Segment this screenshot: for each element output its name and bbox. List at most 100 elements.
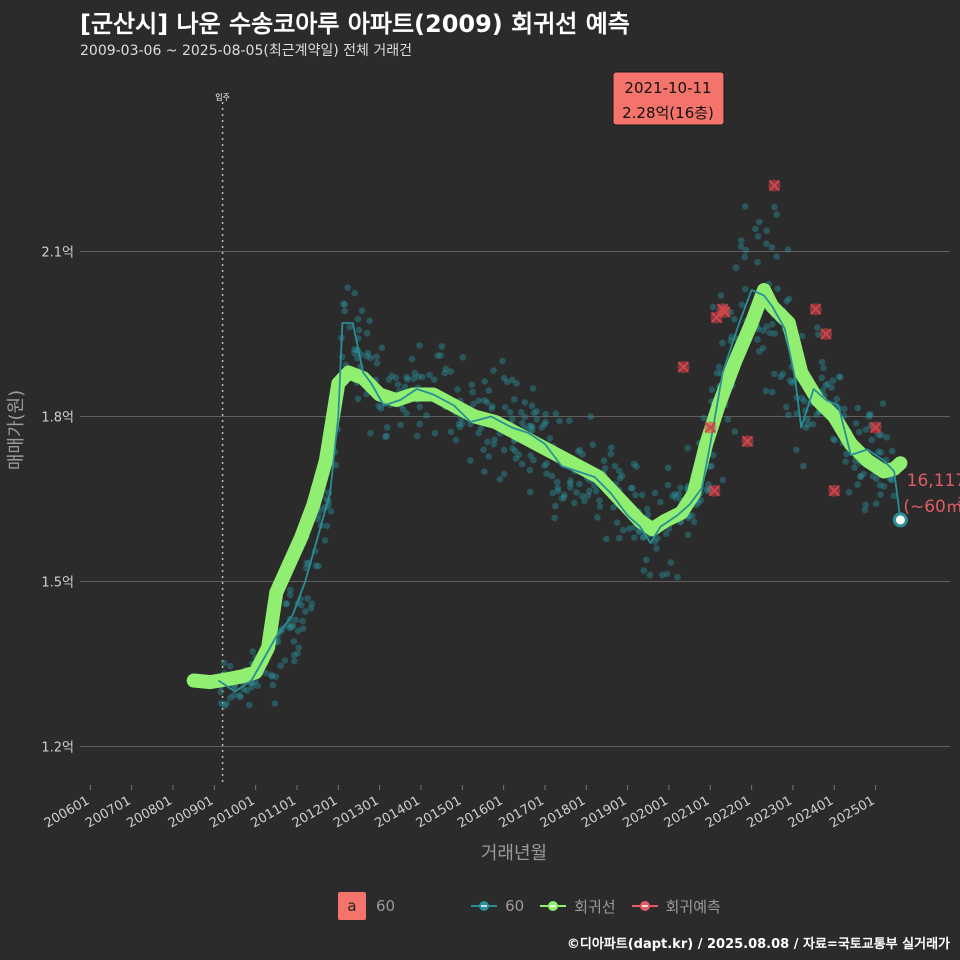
transaction-point <box>403 410 410 417</box>
transaction-point <box>708 386 716 393</box>
transaction-point <box>785 411 792 419</box>
transaction-point <box>571 499 578 507</box>
transaction-point <box>700 414 708 422</box>
legend-series-60-label: 60 <box>505 897 525 915</box>
transaction-point <box>763 240 770 248</box>
transaction-point <box>303 559 310 567</box>
transaction-point <box>888 447 896 455</box>
latest-value-label: 16,117 <box>907 471 960 491</box>
transaction-point <box>226 662 234 670</box>
transaction-point <box>754 258 761 266</box>
transaction-point <box>415 373 422 380</box>
transaction-point <box>509 376 516 384</box>
y-tick-label: 1.8억 <box>41 411 74 426</box>
transaction-point <box>434 352 442 359</box>
transaction-point <box>528 423 536 431</box>
transaction-point <box>786 377 794 385</box>
transaction-point <box>616 474 624 482</box>
transaction-point <box>608 444 615 452</box>
transaction-point <box>364 349 372 357</box>
transaction-point <box>431 430 439 437</box>
transaction-point <box>798 332 806 340</box>
transaction-point <box>657 498 664 506</box>
transaction-point <box>829 435 837 443</box>
prediction-point <box>718 306 731 318</box>
transaction-point <box>298 601 305 609</box>
transaction-point <box>561 491 568 499</box>
transaction-point <box>394 381 402 388</box>
transaction-point <box>784 246 792 253</box>
transaction-point <box>837 373 844 381</box>
x-tick-label: 200801 <box>125 793 175 831</box>
transaction-point <box>644 511 652 519</box>
transaction-point <box>768 244 776 251</box>
prediction-point <box>677 361 690 373</box>
transaction-point <box>485 453 493 460</box>
x-axis-title: 거래년월 <box>481 843 547 864</box>
transaction-point <box>773 211 780 218</box>
transaction-point <box>354 395 362 403</box>
transaction-point <box>500 446 508 454</box>
prediction-point <box>869 421 882 434</box>
transaction-point <box>793 446 800 454</box>
transaction-point <box>813 411 820 418</box>
transaction-point <box>857 472 864 480</box>
transaction-point <box>741 203 749 210</box>
transaction-point <box>246 701 253 709</box>
y-axis-title: 매매가(원) <box>6 390 27 470</box>
transaction-point <box>500 374 508 382</box>
prediction-point <box>708 484 721 497</box>
latest-point-marker <box>892 512 908 528</box>
transaction-point <box>527 452 534 459</box>
transaction-point <box>779 370 787 378</box>
x-tick-label: 200601 <box>42 793 92 831</box>
transaction-point <box>777 373 784 381</box>
transaction-point <box>774 285 781 293</box>
transaction-point <box>363 352 371 360</box>
transaction-point <box>292 616 300 624</box>
transaction-point <box>355 326 363 334</box>
transaction-point <box>738 237 745 244</box>
transaction-point <box>738 301 746 309</box>
transaction-point <box>346 323 354 331</box>
transaction-point <box>403 373 411 381</box>
transaction-point <box>287 586 294 594</box>
transaction-point <box>626 525 633 532</box>
x-tick-label: 202001 <box>620 793 670 831</box>
transaction-point <box>763 323 770 330</box>
transaction-point <box>576 446 584 454</box>
transaction-point <box>249 648 256 655</box>
transaction-point <box>327 508 335 515</box>
transaction-point <box>824 380 832 388</box>
transaction-point <box>719 339 726 347</box>
transaction-point <box>576 480 583 488</box>
transaction-point <box>288 623 295 630</box>
transaction-point <box>888 476 896 484</box>
transaction-point <box>437 352 445 359</box>
transaction-point <box>408 355 416 363</box>
x-tick-label: 201601 <box>455 793 505 831</box>
transaction-point <box>553 478 561 486</box>
transaction-point <box>554 484 562 492</box>
transaction-point <box>484 438 491 446</box>
prediction-point <box>704 421 717 434</box>
transaction-point <box>567 484 574 491</box>
prediction-cross <box>828 485 840 497</box>
transaction-point <box>341 307 349 315</box>
transaction-point <box>782 403 790 411</box>
transaction-point <box>671 490 679 498</box>
move-in-label: 입주 <box>215 93 230 102</box>
transaction-point <box>742 246 750 254</box>
transaction-point <box>321 537 329 544</box>
transaction-point <box>351 289 359 297</box>
y-tick-label: 1.5억 <box>41 576 74 591</box>
transaction-point <box>410 375 418 382</box>
transaction-point <box>688 512 696 519</box>
transaction-point <box>307 604 315 612</box>
x-tick-label: 201401 <box>372 793 422 831</box>
transaction-point <box>373 353 380 360</box>
transaction-point <box>455 420 463 428</box>
transaction-point <box>662 530 670 538</box>
transaction-point <box>619 526 627 534</box>
legend-regression: 회귀선 <box>538 896 616 917</box>
